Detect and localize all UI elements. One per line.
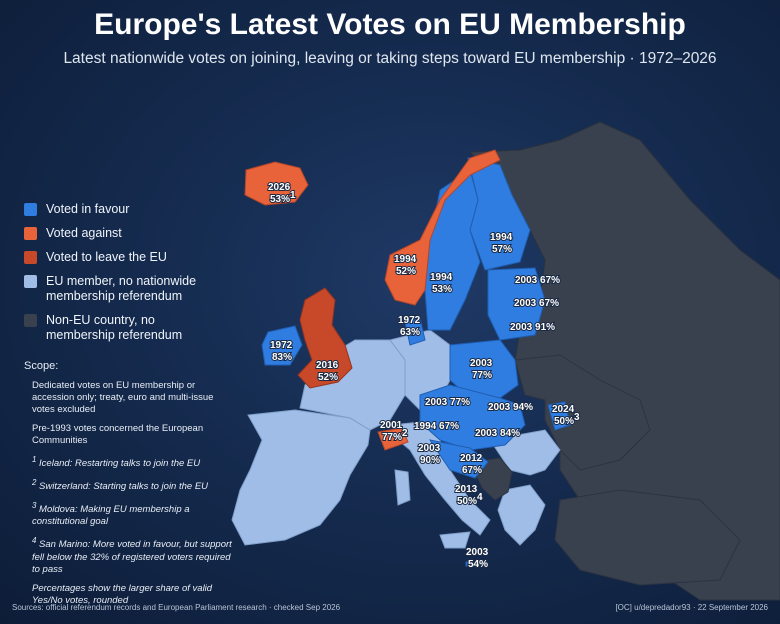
legend-item-favour: Voted in favour bbox=[24, 202, 224, 217]
legend-label: Voted in favour bbox=[46, 202, 130, 216]
sources-footer: Sources: official referendum records and… bbox=[12, 603, 341, 612]
footnote: 3 Moldova: Making EU membership a consti… bbox=[32, 501, 190, 528]
region-baltics bbox=[487, 267, 546, 341]
vote-label-moldova: 2024 50%3 bbox=[552, 404, 580, 427]
legend-item-leave: Voted to leave the EU bbox=[24, 250, 224, 265]
footnote: 1 Iceland: Restarting talks to join the … bbox=[32, 455, 201, 470]
region-moldova bbox=[547, 401, 571, 431]
vote-label-united-kingdom: 2016 52% bbox=[316, 360, 339, 383]
vote-label-croatia: 2012 67% bbox=[460, 453, 483, 476]
page-title: Europe's Latest Votes on EU Membership bbox=[94, 8, 686, 41]
legend-label: Non-EU country, no membership referendum bbox=[46, 313, 183, 342]
vote-labels: 2026 53%1 1994 52% 1994 53% 1994 57% 2003 67% 200… bbox=[267, 181, 581, 571]
scope-text: Dedicated votes on EU membership or acce… bbox=[32, 380, 214, 415]
vote-label-lithuania: 2003 91% bbox=[510, 322, 555, 333]
vote-label-slovakia: 2003 94% bbox=[488, 402, 533, 413]
legend-label: Voted to leave the EU bbox=[46, 250, 167, 264]
vote-label-czechia: 2003 77% bbox=[425, 397, 470, 408]
scope-text: Pre-1993 votes concerned the European Co… bbox=[32, 423, 204, 446]
vote-label-slovenia: 2003 90% bbox=[418, 443, 441, 466]
legend-label: Voted against bbox=[46, 226, 122, 240]
vote-label-ireland: 1972 83% bbox=[270, 340, 293, 363]
region-turkey bbox=[554, 489, 741, 586]
region-malta bbox=[465, 560, 473, 567]
vote-label-latvia: 2003 67% bbox=[514, 298, 559, 309]
region-sicily bbox=[439, 531, 471, 549]
region-san-marino bbox=[459, 486, 466, 493]
vote-label-finland: 1994 57% bbox=[490, 232, 513, 255]
region-croatia-slovenia bbox=[428, 439, 489, 479]
region-iberia bbox=[231, 409, 371, 546]
credit-footer: [OC] u/depredador93 · 22 September 2026 bbox=[615, 603, 768, 612]
region-norway bbox=[384, 149, 501, 306]
legend-item-member: EU member, no nationwide membership refe… bbox=[24, 274, 224, 304]
vote-label-poland: 2003 77% bbox=[470, 358, 493, 381]
region-uk bbox=[297, 287, 353, 389]
legend-swatch-leave bbox=[24, 251, 37, 264]
legend-swatch-against bbox=[24, 227, 37, 240]
vote-label-austria: 1994 67% bbox=[414, 421, 459, 432]
vote-label-denmark: 1972 63% bbox=[398, 315, 421, 338]
vote-label-iceland: 2026 53%1 bbox=[268, 182, 296, 205]
footnote: 4 San Marino: More voted in favour, but … bbox=[32, 536, 232, 575]
scope-note: Percentages show the larger share of val… bbox=[32, 582, 213, 606]
region-greece bbox=[497, 484, 546, 546]
legend-swatch-member bbox=[24, 275, 37, 288]
region-ireland bbox=[261, 325, 303, 366]
scope-heading: Scope: bbox=[24, 360, 59, 372]
scope-notes: Scope: Dedicated votes on EU membership … bbox=[24, 360, 234, 614]
region-sweden bbox=[424, 169, 481, 331]
legend-label: EU member, no nationwide membership refe… bbox=[46, 274, 197, 303]
region-czechia-slovakia-austria-hungary bbox=[419, 384, 526, 451]
region-ukraine bbox=[514, 354, 651, 471]
page-subtitle: Latest nationwide votes on joining, leav… bbox=[63, 50, 717, 67]
legend-swatch-non-eu bbox=[24, 314, 37, 327]
vote-label-malta: 2003 54% bbox=[466, 547, 489, 570]
vote-label-switzerland: 2001 77%2 bbox=[380, 420, 408, 443]
legend: Voted in favour Voted against Voted to l… bbox=[24, 202, 224, 352]
legend-item-against: Voted against bbox=[24, 226, 224, 241]
vote-label-hungary: 2003 84% bbox=[475, 428, 520, 439]
footnote: 2 Switzerland: Starting talks to join th… bbox=[32, 478, 209, 493]
region-denmark bbox=[404, 317, 426, 346]
region-switzerland bbox=[377, 427, 409, 451]
vote-label-estonia: 2003 67% bbox=[515, 275, 560, 286]
vote-label-sweden: 1994 53% bbox=[430, 272, 453, 295]
vote-label-san-marino: 2013 50%4 bbox=[455, 484, 483, 507]
region-iceland bbox=[244, 161, 309, 206]
legend-swatch-favour bbox=[24, 203, 37, 216]
region-sardinia bbox=[394, 469, 411, 506]
legend-item-non-eu: Non-EU country, no membership referendum bbox=[24, 313, 224, 343]
vote-label-norway: 1994 52% bbox=[394, 254, 417, 277]
region-poland bbox=[449, 339, 519, 399]
